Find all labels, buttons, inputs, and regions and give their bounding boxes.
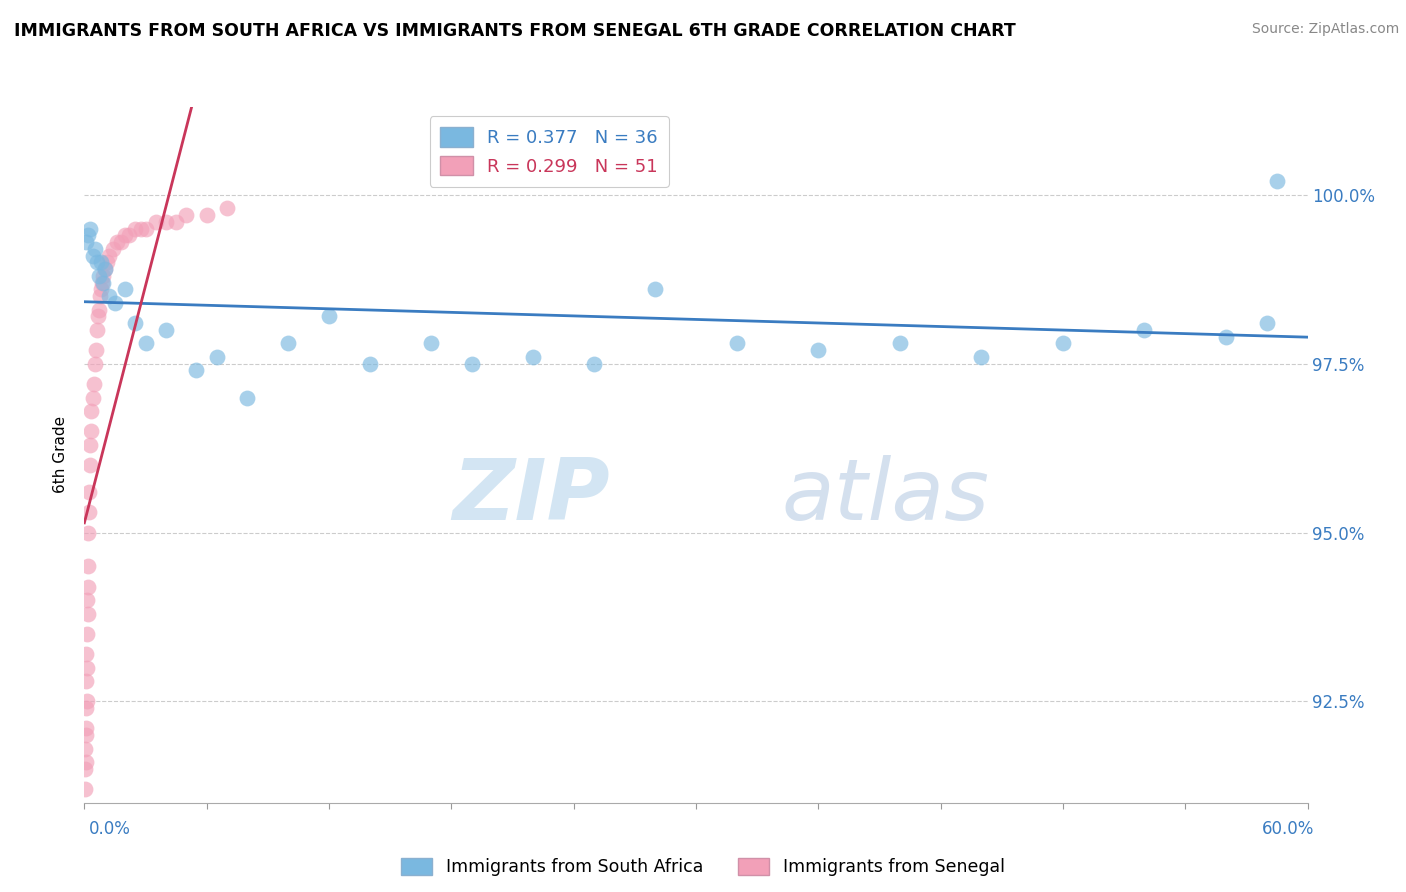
Point (420, 336, 443, 351)
Text: Source: ZipAtlas.com: Source: ZipAtlas.com (1251, 22, 1399, 37)
Point (77, 505, 100, 519)
Point (131, 221, 153, 235)
Point (76, 593, 98, 607)
Point (165, 215, 187, 229)
Point (205, 350, 228, 364)
Point (73, 782, 96, 797)
Point (1215, 329, 1237, 343)
Point (87, 302, 110, 317)
Point (217, 202, 239, 216)
Point (522, 350, 544, 364)
Point (118, 228, 141, 243)
Point (91, 276, 114, 290)
Point (725, 336, 748, 351)
Point (461, 357, 484, 371)
Point (583, 357, 606, 371)
Point (318, 310, 340, 324)
Point (83, 242, 105, 256)
Point (77, 228, 100, 243)
Point (359, 357, 381, 371)
Point (155, 323, 177, 337)
Point (277, 336, 299, 351)
Point (114, 228, 136, 243)
Point (79, 438, 101, 452)
Point (83, 376, 105, 391)
Point (90, 282, 112, 296)
Point (90, 255, 112, 269)
Point (82, 391, 104, 405)
Point (970, 350, 993, 364)
Point (79, 485, 101, 500)
Y-axis label: 6th Grade: 6th Grade (53, 417, 69, 493)
Point (96, 255, 118, 269)
Point (186, 363, 208, 377)
Point (75, 674, 97, 689)
Point (77, 525, 100, 540)
Point (93, 262, 117, 277)
Point (889, 336, 911, 351)
Point (135, 336, 157, 351)
Point (83, 357, 105, 371)
Point (75, 235, 97, 249)
Point (174, 208, 197, 222)
Point (75, 756, 97, 770)
Point (76, 627, 98, 641)
Point (91, 268, 114, 283)
Point (807, 343, 830, 358)
Point (77, 607, 100, 621)
Point (75, 762, 97, 776)
Point (86, 310, 108, 324)
Text: IMMIGRANTS FROM SOUTH AFRICA VS IMMIGRANTS FROM SENEGAL 6TH GRADE CORRELATION CH: IMMIGRANTS FROM SOUTH AFRICA VS IMMIGRAN… (14, 22, 1015, 40)
Point (110, 235, 132, 249)
Point (76, 559, 98, 574)
Point (124, 221, 146, 235)
Point (80, 424, 103, 438)
Point (155, 215, 177, 229)
Text: ZIP: ZIP (453, 455, 610, 538)
Point (1133, 323, 1156, 337)
Point (114, 282, 136, 296)
Point (82, 249, 104, 263)
Point (104, 296, 127, 310)
Point (86, 255, 108, 269)
Point (75, 741, 97, 756)
Point (84, 343, 107, 358)
Point (77, 580, 100, 594)
Point (90, 276, 112, 290)
Point (135, 221, 157, 235)
Legend: Immigrants from South Africa, Immigrants from Senegal: Immigrants from South Africa, Immigrants… (394, 851, 1012, 883)
Point (1052, 336, 1074, 351)
Point (97, 289, 120, 303)
Point (93, 262, 117, 277)
Point (97, 249, 120, 263)
Point (644, 282, 666, 296)
Point (124, 316, 146, 330)
Point (75, 722, 97, 736)
Point (195, 208, 218, 222)
Point (76, 661, 98, 675)
Point (236, 391, 259, 405)
Point (80, 404, 103, 418)
Point (1265, 174, 1288, 188)
Point (86, 323, 108, 337)
Legend: R = 0.377   N = 36, R = 0.299   N = 51: R = 0.377 N = 36, R = 0.299 N = 51 (430, 116, 669, 186)
Point (75, 647, 97, 661)
Text: 0.0%: 0.0% (89, 820, 131, 838)
Point (145, 215, 167, 229)
Point (75, 728, 97, 742)
Point (79, 221, 101, 235)
Text: atlas: atlas (782, 455, 990, 538)
Point (89, 289, 111, 303)
Point (75, 701, 97, 715)
Point (76, 694, 98, 708)
Point (87, 268, 110, 283)
Point (105, 235, 128, 249)
Point (101, 242, 124, 256)
Text: 60.0%: 60.0% (1263, 820, 1315, 838)
Point (1256, 316, 1278, 330)
Point (79, 458, 101, 472)
